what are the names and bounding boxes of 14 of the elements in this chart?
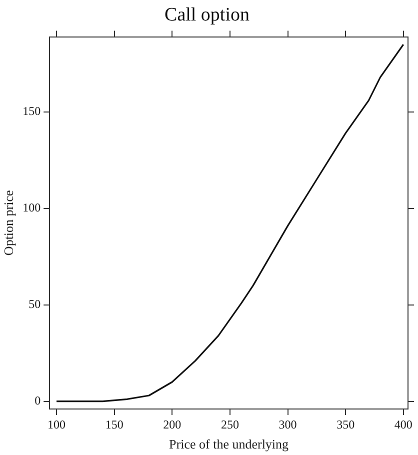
y-tick-label: 50 (28, 297, 41, 312)
x-tick-label: 400 (394, 417, 412, 432)
x-axis-title: Price of the underlying (169, 436, 290, 452)
y-tick-label: 0 (34, 393, 41, 408)
x-tick-label: 100 (48, 417, 66, 432)
chart-title: Call option (164, 4, 250, 26)
x-tick-label: 350 (336, 417, 355, 432)
y-axis-title: Option price (1, 190, 16, 256)
y-tick-label: 100 (22, 200, 41, 215)
x-tick-label: 200 (163, 417, 182, 432)
x-tick-label: 250 (220, 417, 239, 432)
x-tick-label: 300 (278, 417, 297, 432)
x-tick-label: 150 (105, 417, 124, 432)
y-tick-label: 150 (22, 104, 41, 118)
